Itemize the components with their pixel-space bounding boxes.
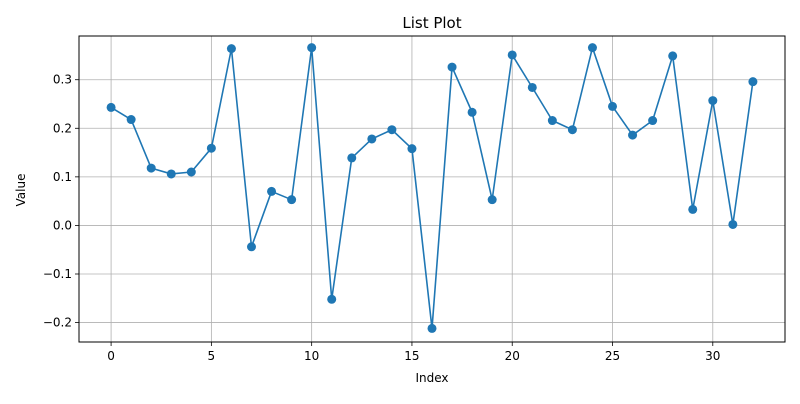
x-tick-label: 5 [208, 349, 216, 363]
x-tick-label: 15 [404, 349, 419, 363]
x-tick-label: 20 [505, 349, 520, 363]
x-axis-ticks: 0 5 10 15 20 25 30 [107, 342, 720, 363]
data-point [186, 167, 196, 177]
plot-area-frame [78, 35, 786, 343]
data-point [648, 116, 658, 126]
data-point [387, 125, 397, 135]
data-point [628, 130, 638, 140]
data-point [487, 195, 497, 205]
y-tick-label: 0.0 [53, 218, 72, 232]
data-point [547, 116, 557, 126]
data-point [608, 101, 618, 111]
series-line [110, 46, 754, 330]
x-tick-label: 10 [304, 349, 319, 363]
data-point [748, 77, 758, 87]
chart-title: List Plot [402, 14, 461, 32]
grid [79, 36, 785, 342]
data-point [708, 96, 718, 106]
data-point [106, 102, 116, 112]
y-axis-ticks: −0.2 −0.1 0.0 0.1 0.2 0.3 [43, 73, 79, 330]
data-point [166, 169, 176, 179]
data-point [407, 144, 417, 154]
data-point [728, 219, 738, 229]
data-point [206, 143, 216, 153]
data-point [567, 125, 577, 135]
x-tick-label: 30 [705, 349, 720, 363]
y-tick-label: −0.1 [43, 267, 72, 281]
data-point [507, 50, 517, 60]
data-point [307, 43, 317, 53]
data-point [668, 51, 678, 61]
data-point [347, 153, 357, 163]
x-axis-label: Index [415, 371, 448, 385]
x-tick-label: 0 [107, 349, 115, 363]
data-point [587, 43, 597, 53]
data-point [126, 115, 136, 125]
data-point [267, 186, 277, 196]
y-tick-label: −0.2 [43, 316, 72, 330]
data-point [688, 204, 698, 214]
data-point [367, 134, 377, 144]
data-point [246, 242, 256, 252]
y-tick-label: 0.1 [53, 170, 72, 184]
data-point [527, 82, 537, 92]
series-layer [106, 43, 758, 333]
data-point [146, 163, 156, 173]
data-point [427, 323, 437, 333]
data-point [327, 294, 337, 304]
data-point [467, 107, 477, 117]
data-point [226, 44, 236, 54]
data-point [447, 62, 457, 72]
y-axis-label: Value [14, 174, 28, 207]
y-tick-label: 0.2 [53, 121, 72, 135]
x-tick-label: 25 [605, 349, 620, 363]
y-tick-label: 0.3 [53, 73, 72, 87]
data-point [287, 195, 297, 205]
